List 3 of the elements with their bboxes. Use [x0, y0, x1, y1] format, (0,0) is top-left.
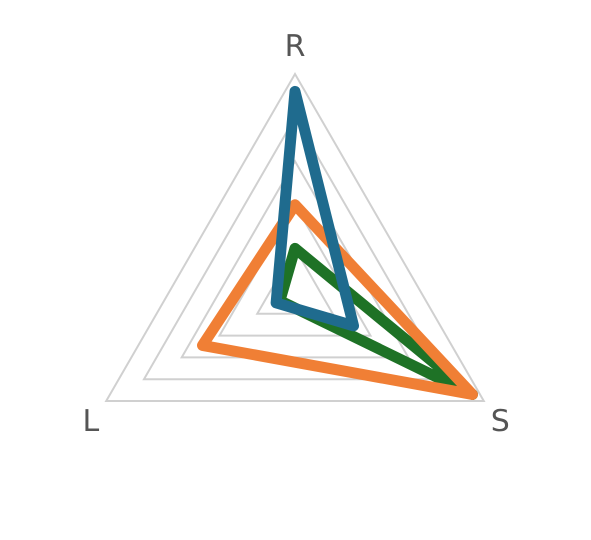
spoke-label: S [490, 404, 510, 439]
spoke-label: R [284, 28, 306, 64]
spoke-label: L [82, 404, 100, 439]
